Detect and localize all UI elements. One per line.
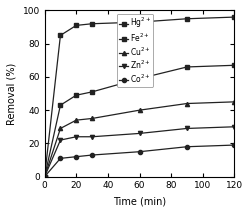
Co$^{2+}$ — [186, 145, 188, 148]
Fe$^{2+}$ — [138, 77, 141, 80]
Zn$^{2+}$ — [90, 135, 94, 138]
Cu$^{2+}$ — [138, 109, 141, 111]
Zn$^{2+}$ — [138, 132, 141, 135]
Cu$^{2+}$ — [75, 119, 78, 121]
Y-axis label: Removal (%): Removal (%) — [7, 62, 17, 125]
Line: Cu$^{2+}$: Cu$^{2+}$ — [42, 100, 236, 179]
X-axis label: Time (min): Time (min) — [113, 196, 166, 206]
Zn$^{2+}$ — [233, 125, 236, 128]
Cu$^{2+}$ — [186, 102, 188, 105]
Co$^{2+}$ — [75, 155, 78, 158]
Fe$^{2+}$ — [233, 64, 236, 67]
Co$^{2+}$ — [59, 157, 62, 160]
Co$^{2+}$ — [43, 175, 46, 178]
Hg$^{2+}$ — [59, 34, 62, 37]
Zn$^{2+}$ — [186, 127, 188, 130]
Hg$^{2+}$ — [186, 17, 188, 20]
Legend: Hg$^{2+}$, Fe$^{2+}$, Cu$^{2+}$, Zn$^{2+}$, Co$^{2+}$: Hg$^{2+}$, Fe$^{2+}$, Cu$^{2+}$, Zn$^{2+… — [117, 14, 153, 87]
Line: Zn$^{2+}$: Zn$^{2+}$ — [42, 125, 236, 179]
Line: Co$^{2+}$: Co$^{2+}$ — [42, 143, 236, 179]
Co$^{2+}$ — [233, 144, 236, 146]
Fe$^{2+}$ — [43, 175, 46, 178]
Fe$^{2+}$ — [90, 91, 94, 93]
Cu$^{2+}$ — [59, 127, 62, 130]
Hg$^{2+}$ — [233, 16, 236, 18]
Cu$^{2+}$ — [43, 175, 46, 178]
Zn$^{2+}$ — [43, 175, 46, 178]
Hg$^{2+}$ — [75, 24, 78, 27]
Co$^{2+}$ — [138, 150, 141, 153]
Zn$^{2+}$ — [75, 135, 78, 138]
Fe$^{2+}$ — [75, 94, 78, 96]
Cu$^{2+}$ — [90, 117, 94, 120]
Cu$^{2+}$ — [233, 101, 236, 103]
Fe$^{2+}$ — [59, 104, 62, 106]
Hg$^{2+}$ — [43, 175, 46, 178]
Co$^{2+}$ — [90, 154, 94, 156]
Line: Fe$^{2+}$: Fe$^{2+}$ — [42, 63, 236, 179]
Hg$^{2+}$ — [138, 21, 141, 23]
Fe$^{2+}$ — [186, 66, 188, 68]
Zn$^{2+}$ — [59, 139, 62, 141]
Hg$^{2+}$ — [90, 22, 94, 25]
Line: Hg$^{2+}$: Hg$^{2+}$ — [42, 15, 236, 179]
